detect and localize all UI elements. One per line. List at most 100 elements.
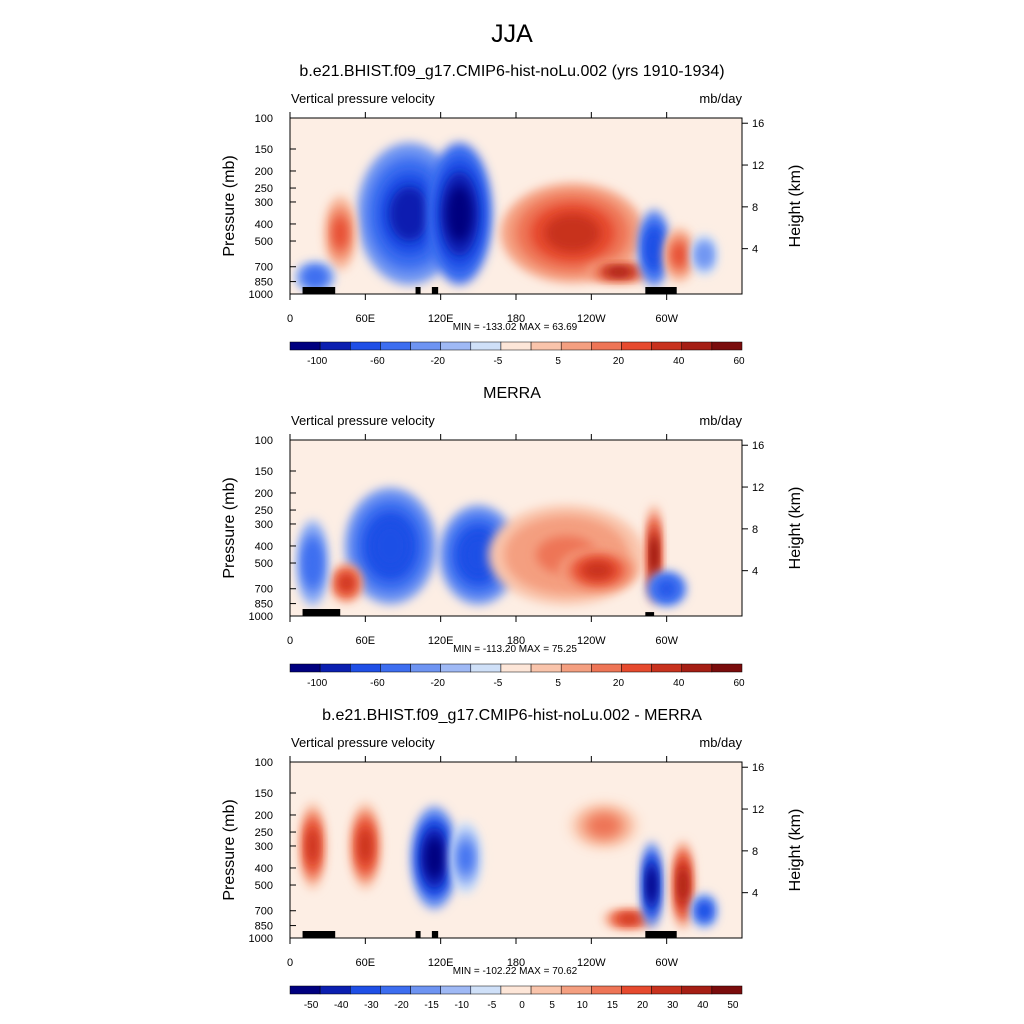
heatmap-feature — [544, 213, 601, 253]
y-tick-label: 500 — [255, 236, 273, 248]
colorbar-segment — [651, 985, 682, 995]
x-tick-label: 120W — [577, 313, 606, 325]
y2-axis-label: Height (km) — [787, 165, 804, 248]
colorbar-label: -20 — [430, 356, 445, 367]
min-max-stats: MIN = -102.22 MAX = 70.62 — [452, 966, 578, 977]
orography-block — [645, 612, 655, 616]
y-tick-label: 700 — [255, 262, 273, 274]
y-tick-label: 700 — [255, 906, 273, 918]
y2-tick-label: 12 — [752, 482, 764, 494]
colorbar-label: 5 — [549, 1000, 555, 1011]
y-tick-label: 300 — [255, 519, 273, 531]
y-tick-label: 250 — [255, 827, 273, 839]
y2-tick-label: 12 — [752, 804, 764, 816]
heatmap-feature — [459, 843, 472, 872]
y-tick-label: 300 — [255, 197, 273, 209]
y-tick-label: 250 — [255, 505, 273, 517]
heatmap-feature — [446, 186, 473, 242]
colorbar-segment — [350, 985, 381, 995]
heatmap-svg: 0 60E 120E 180 120W 60W1001502002503004005007… — [221, 434, 804, 689]
heatmap-svg: 0 60E 120E 180 120W 60W1001502002503004005007… — [221, 112, 804, 367]
y-tick-label: 700 — [255, 584, 273, 596]
y2-tick-label: 8 — [752, 202, 758, 214]
y-tick-label: 100 — [255, 435, 273, 447]
panel-title: MERRA — [483, 385, 541, 402]
colorbar-label: 5 — [555, 356, 561, 367]
y2-axis-label: Height (km) — [787, 487, 804, 570]
x-tick-label: 0 — [287, 635, 293, 647]
heatmap-feature — [648, 233, 661, 264]
colorbar-label: 40 — [697, 1000, 709, 1011]
heatmap-feature — [588, 815, 619, 837]
heatmap-svg: 0 60E 120E 180 120W 60W1001502002503004005007… — [221, 756, 804, 1011]
y-tick-label: 100 — [255, 757, 273, 769]
colorbar-label: 0 — [519, 1000, 525, 1011]
y2-tick-label: 16 — [752, 440, 764, 452]
colorbar-label: -20 — [394, 1000, 409, 1011]
heatmap-feature — [606, 267, 632, 277]
x-tick-label: 60E — [356, 957, 376, 969]
min-max-stats: MIN = -113.20 MAX = 75.25 — [453, 644, 577, 655]
x-tick-label: 60W — [655, 313, 678, 325]
orography-block — [645, 287, 677, 294]
x-tick-label: 60E — [356, 635, 376, 647]
min-max-stats: MIN = -133.02 MAX = 63.69 — [452, 322, 578, 333]
heatmap-feature — [307, 829, 318, 863]
orography-block — [302, 287, 331, 294]
colorbar-segment — [711, 341, 743, 351]
colorbar-segment — [319, 985, 351, 995]
orography-block — [431, 931, 439, 938]
colorbar-label: 50 — [727, 1000, 739, 1011]
y-tick-label: 150 — [255, 466, 273, 478]
x-tick-label: 120E — [428, 313, 454, 325]
heatmap-feature — [647, 868, 656, 902]
x-tick-label: 180 — [507, 635, 525, 647]
heatmap-feature — [582, 561, 613, 579]
y-tick-label: 500 — [255, 880, 273, 892]
heatmap-feature — [389, 186, 430, 242]
colorbar-label: 10 — [577, 1000, 589, 1011]
colorbar-label: -60 — [370, 356, 385, 367]
y-axis-label: Pressure (mb) — [221, 477, 238, 578]
heatmap-feature — [678, 868, 688, 902]
heatmap-feature — [307, 271, 323, 283]
colorbar-segment — [380, 985, 411, 995]
colorbar-label: -30 — [364, 1000, 379, 1011]
x-tick-label: 60E — [356, 313, 376, 325]
colorbar-label: -5 — [493, 356, 502, 367]
colorbar-label: 5 — [555, 678, 561, 689]
colorbar-segment — [470, 985, 502, 995]
y2-axis-label: Height (km) — [787, 809, 804, 892]
heatmap-feature — [699, 247, 710, 263]
y-axis-label: Pressure (mb) — [221, 155, 238, 256]
heatmap-feature — [359, 829, 372, 863]
colorbar-segment — [621, 985, 652, 995]
y2-tick-label: 8 — [752, 846, 758, 858]
colorbar-label: -100 — [307, 356, 327, 367]
y-tick-label: 250 — [255, 183, 273, 195]
y-tick-label: 300 — [255, 841, 273, 853]
colorbar-label: -5 — [493, 678, 502, 689]
colorbar-label: 40 — [673, 356, 685, 367]
heatmap-feature — [699, 904, 710, 918]
panel-title: b.e21.BHIST.f09_g17.CMIP6-hist-noLu.002 … — [322, 707, 702, 724]
colorbar-label: -10 — [455, 1000, 470, 1011]
colorbar-label: 60 — [733, 356, 745, 367]
orography-block — [325, 287, 336, 294]
x-tick-label: 0 — [287, 957, 293, 969]
orography-block — [302, 931, 331, 938]
colorbar-label: -100 — [307, 678, 327, 689]
y-tick-label: 1000 — [249, 289, 273, 301]
variable-label: Vertical pressure velocity — [291, 735, 435, 750]
orography-block — [302, 609, 341, 616]
colorbar-segment — [500, 985, 532, 995]
colorbar-label: -40 — [334, 1000, 349, 1011]
units-label: mb/day — [699, 91, 742, 106]
colorbar-label: 20 — [637, 1000, 649, 1011]
x-tick-label: 120W — [577, 635, 606, 647]
colorbar-label: 30 — [667, 1000, 679, 1011]
heatmap-feature — [340, 575, 353, 591]
y-axis-label: Pressure (mb) — [221, 799, 238, 900]
x-tick-label: 60W — [655, 635, 678, 647]
y-tick-label: 400 — [255, 863, 273, 875]
